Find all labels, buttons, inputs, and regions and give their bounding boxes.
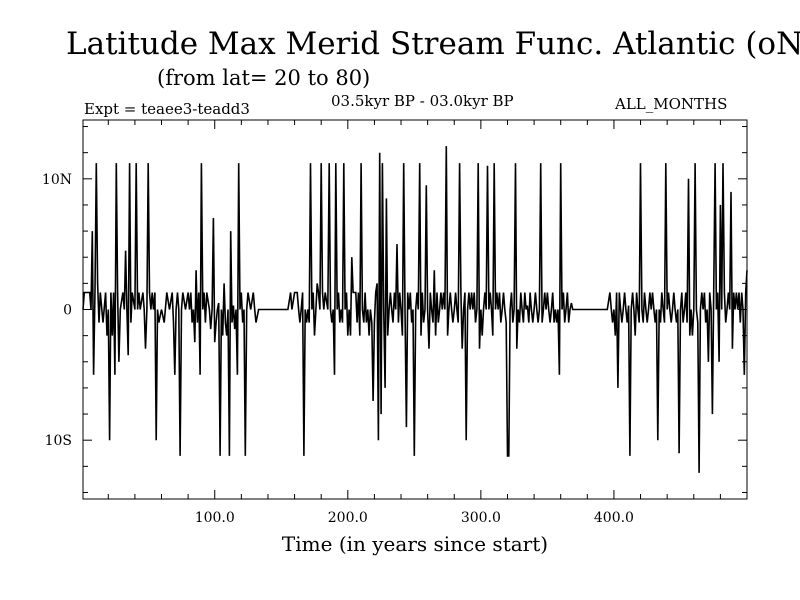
x-tick-label: 300.0 <box>461 510 501 526</box>
x-tick-label: 200.0 <box>328 510 368 526</box>
y-tick-label: 10S <box>45 433 72 449</box>
y-tick-label: 10N <box>42 172 72 188</box>
chart-title: Latitude Max Merid Stream Func. Atlantic… <box>66 26 800 62</box>
x-tick-label: 100.0 <box>195 510 235 526</box>
experiment-label: Expt = teaee3-teadd3 <box>84 100 250 118</box>
season-label: ALL_MONTHS <box>615 95 728 113</box>
series-layer <box>82 146 748 473</box>
tick-labels: 100.0 200.0 300.0 400.0 10N 0 10S <box>42 172 634 526</box>
period-label: 03.5kyr BP - 03.0kyr BP <box>331 92 514 110</box>
series-line <box>82 146 748 473</box>
y-tick-label: 0 <box>63 303 72 319</box>
chart-subtitle: (from lat= 20 to 80) <box>157 66 371 90</box>
plot-frame <box>82 119 748 500</box>
x-tick-label: 400.0 <box>594 510 634 526</box>
x-axis-label: Time (in years since start) <box>282 532 548 556</box>
